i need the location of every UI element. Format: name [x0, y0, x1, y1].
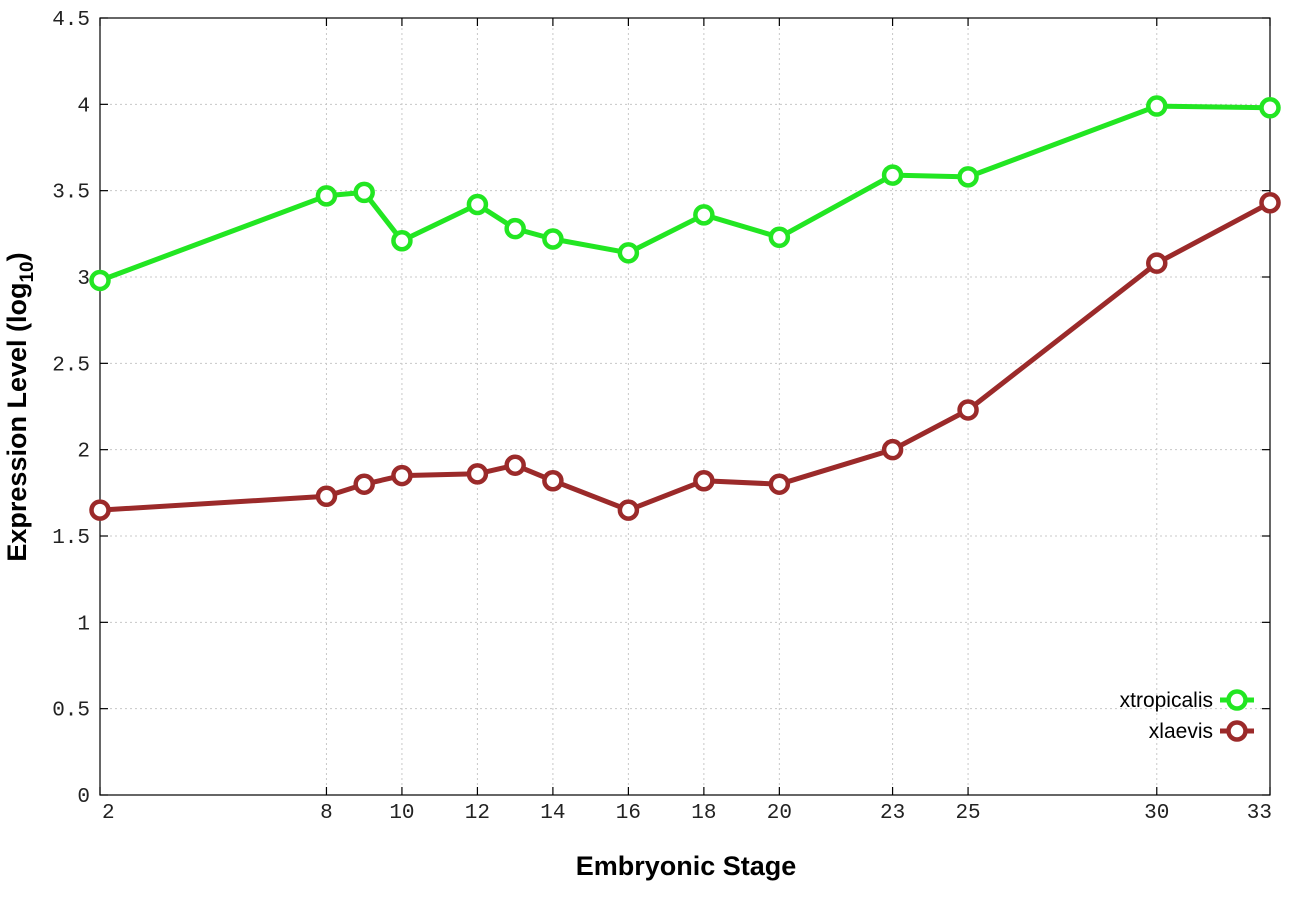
x-axis-ticks: 2 8 10 12 14 16 18 20 23 25 30 33: [99, 18, 1272, 825]
legend-item-xlaevis: xlaevis: [1149, 720, 1254, 743]
data-point: [1146, 95, 1168, 117]
data-point: [1146, 252, 1168, 274]
data-point: [768, 473, 791, 495]
data-point: [89, 269, 111, 292]
x-tick-label: 30: [1144, 802, 1169, 825]
y-tick-label: 4.5: [52, 9, 90, 32]
data-point: [542, 228, 564, 250]
legend-marker-swatch: [1226, 689, 1248, 711]
data-point: [353, 473, 375, 495]
x-tick-label: 20: [767, 802, 792, 825]
x-tick-label: 23: [880, 802, 905, 825]
y-tick-label: 2: [77, 441, 90, 464]
y-axis-ticks: 0 0.5 1 1.5 2 2.5 3 3.5 4 4.5: [52, 9, 1270, 809]
legend-item-xtropicalis: xtropicalis: [1120, 689, 1254, 712]
data-point: [353, 181, 375, 204]
y-tick-label: 3: [77, 268, 90, 291]
plot-border: [99, 17, 1271, 796]
data-point: [466, 193, 489, 216]
data-point: [957, 399, 979, 421]
data-point: [315, 485, 338, 508]
data-point: [504, 454, 526, 476]
series-line-xtropicalis: [99, 103, 1271, 283]
data-point: [504, 217, 526, 240]
data-point: [391, 464, 413, 487]
data-point: [617, 242, 640, 264]
data-point: [957, 166, 979, 188]
y-tick-label: 1: [77, 613, 90, 636]
y-tick-label: 0.5: [52, 700, 90, 723]
x-tick-label: 18: [691, 802, 716, 825]
y-tick-label: 3.5: [52, 182, 90, 205]
data-point: [1259, 192, 1281, 214]
legend-label: xlaevis: [1149, 720, 1213, 743]
x-tick-label: 16: [616, 802, 641, 825]
x-tick-label: 10: [389, 802, 414, 825]
data-point: [617, 499, 640, 521]
x-tick-label: 12: [465, 802, 490, 825]
legend: xtropicalis xlaevis: [1120, 689, 1254, 743]
y-tick-label: 4: [77, 95, 90, 118]
data-point: [693, 204, 715, 226]
y-tick-label: 1.5: [52, 527, 90, 550]
series-line-xlaevis: [99, 200, 1272, 513]
plot-frame: [99, 17, 1271, 796]
x-tick-label: 33: [1247, 802, 1272, 825]
x-tick-label: 25: [955, 802, 980, 825]
y-tick-label: 2.5: [52, 354, 90, 377]
data-point: [881, 164, 904, 186]
y-axis-title: Expression Level (log10): [2, 252, 38, 561]
data-point: [881, 438, 904, 461]
grid-lines: [100, 18, 1270, 795]
series-xtropicalis: [89, 95, 1281, 292]
data-point: [1259, 97, 1281, 119]
legend-marker-swatch: [1226, 720, 1248, 742]
x-tick-label: 8: [320, 802, 333, 825]
x-tick-label: 14: [540, 802, 565, 825]
data-point: [391, 229, 413, 252]
data-point: [315, 185, 338, 207]
series-lines: [89, 95, 1281, 521]
data-point: [466, 463, 489, 485]
data-point: [89, 499, 111, 521]
y-axis-title-close: ): [2, 252, 32, 261]
y-axis-title-subscript: 10: [17, 261, 38, 282]
x-tick-label: 2: [102, 802, 115, 825]
y-axis-title-main: Expression Level (log: [2, 283, 32, 562]
data-point: [768, 226, 791, 249]
x-axis-title: Embryonic Stage: [576, 851, 797, 881]
y-tick-label: 0: [77, 786, 90, 809]
legend-label: xtropicalis: [1120, 689, 1213, 712]
data-point: [542, 469, 564, 492]
series-xlaevis: [89, 192, 1281, 521]
data-point: [693, 469, 715, 492]
